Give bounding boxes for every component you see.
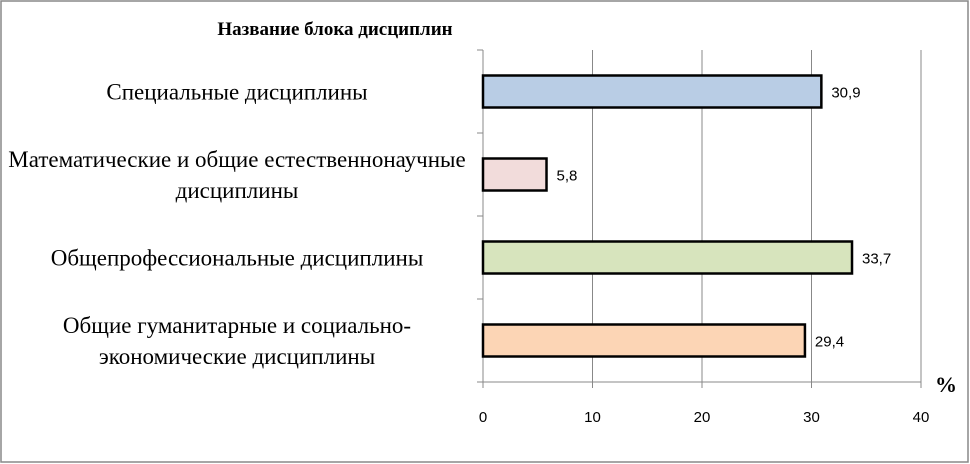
x-tick-label: 20 xyxy=(694,409,711,426)
x-tick-label: 0 xyxy=(479,409,487,426)
bar xyxy=(481,74,823,109)
y-tick-label: Специальные дисциплины xyxy=(106,79,368,104)
value-label: 30,9 xyxy=(831,84,860,101)
value-label: 33,7 xyxy=(862,250,891,267)
value-label: 5,8 xyxy=(557,167,578,184)
y-tick-label: Общие гуманитарные и социально-экономиче… xyxy=(62,312,412,369)
bar xyxy=(481,323,807,358)
x-axis-title: % xyxy=(935,372,957,397)
x-tick-label: 10 xyxy=(584,409,601,426)
bar xyxy=(481,240,854,275)
y-tick-label: Общепрофессиональные дисциплины xyxy=(50,245,424,270)
x-tick-label: 40 xyxy=(913,409,930,426)
y-axis-title: Название блока дисциплин xyxy=(217,19,453,40)
bar xyxy=(481,157,548,192)
value-label: 29,4 xyxy=(815,333,844,350)
y-tick-label: Математические и общие естественнонаучны… xyxy=(8,146,466,203)
x-tick-label: 30 xyxy=(803,409,820,426)
